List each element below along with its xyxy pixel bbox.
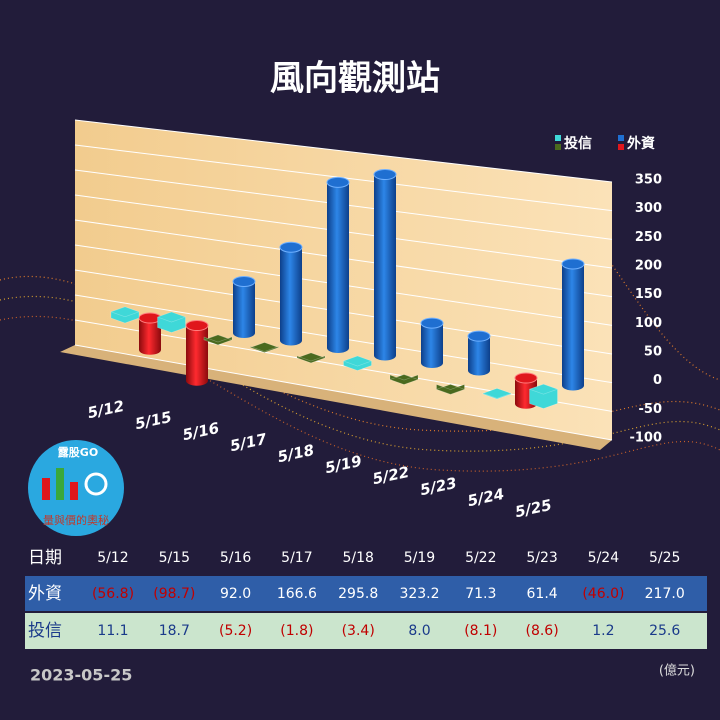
bar-cap (232, 275, 256, 287)
y-tick-label: 100 (635, 316, 662, 331)
bar-cap (185, 320, 209, 331)
y-tick-label: 350 (635, 173, 662, 188)
bar-cap (373, 169, 397, 181)
table-cell: (8.1) (464, 623, 497, 639)
table-cell: 217.0 (645, 586, 685, 602)
chart-title: 風向觀測站 (270, 59, 440, 99)
table-row-label: 外資 (28, 584, 62, 604)
logo-icon (56, 468, 64, 500)
bar-cap (420, 317, 444, 329)
bar-cap (561, 258, 585, 270)
grid-line (74, 344, 613, 441)
table-header-cell: 5/18 (342, 550, 373, 566)
logo: 露股GO 量與價的奧秘 (28, 440, 124, 536)
bar (562, 263, 584, 391)
bar (249, 342, 280, 353)
table-row-bg (25, 576, 707, 611)
bar (421, 323, 443, 368)
table-header-cell: 5/16 (220, 550, 252, 566)
table-cell: (8.6) (525, 623, 558, 639)
table-cell: 166.6 (277, 586, 317, 602)
table-cell: (46.0) (582, 586, 624, 602)
table-cell: 11.1 (97, 623, 128, 639)
y-tick-label: 50 (644, 345, 662, 360)
table-header-cell: 5/23 (526, 550, 557, 566)
legend-swatch (618, 144, 624, 150)
date: 2023-05-25 (30, 666, 132, 685)
bar-cap (467, 330, 491, 342)
table-cell: 71.3 (465, 586, 496, 602)
table-cell: 1.2 (592, 623, 614, 639)
bar-cap (514, 372, 538, 384)
legend-swatch (555, 135, 561, 141)
logo-caption: 量與價的奧秘 (43, 513, 109, 527)
grid-line (74, 119, 613, 183)
bar (389, 374, 419, 385)
table-row-bg (25, 613, 707, 649)
bar (186, 325, 208, 386)
bar-cap (279, 241, 303, 253)
table-cell: 92.0 (220, 586, 251, 602)
table-cell: (1.8) (280, 623, 313, 639)
grid: -100 -50 0 50 100 150 200 250 300 350 (74, 119, 663, 446)
bar-cap (326, 176, 350, 188)
y-tick-label: -100 (629, 431, 662, 446)
bar (435, 383, 466, 395)
table-cell: 323.2 (399, 586, 439, 602)
bar (280, 247, 302, 346)
logo-icon (42, 478, 50, 500)
table-header-cell: 5/12 (97, 550, 128, 566)
legend: 投信 外資 (555, 135, 655, 152)
bar (342, 355, 373, 371)
table-cell: 18.7 (159, 623, 190, 639)
bar (482, 388, 512, 400)
y-tick-label: 150 (635, 287, 662, 302)
bar (110, 306, 140, 324)
table-header-cell: 5/25 (649, 550, 680, 566)
table-cell: 61.4 (527, 586, 558, 602)
unit: (億元) (659, 663, 695, 679)
table-header-cell: 5/24 (588, 550, 620, 566)
bar (203, 334, 233, 346)
legend-swatch (555, 144, 561, 150)
y-tick-label: -50 (639, 402, 663, 417)
table-header-cell: 5/22 (465, 550, 496, 566)
table-cell: 8.0 (408, 623, 430, 639)
table-row-label: 投信 (28, 621, 62, 641)
table-cell: 295.8 (338, 586, 378, 602)
table-header-cell: 5/17 (281, 550, 312, 566)
logo-icon (84, 472, 108, 496)
table-cell: (3.4) (342, 623, 375, 639)
bar (139, 318, 161, 355)
table-header-cell: 5/19 (404, 550, 435, 566)
bar (296, 352, 326, 364)
logo-text: 露股GO (58, 446, 98, 459)
decor-wave (0, 295, 720, 452)
y-tick-label: 300 (635, 201, 662, 216)
table-cell: (98.7) (153, 586, 195, 602)
bar (528, 383, 559, 409)
table-header-cell: 5/15 (159, 550, 190, 566)
legend-swatch (618, 135, 624, 141)
marks: 5/12 5/15 5/16 5/17 5/18 5/19 5/22 5/23 5/24 5/25 (86, 169, 585, 521)
table-cell: (5.2) (219, 623, 252, 639)
bar (233, 281, 255, 338)
table-cell: 25.6 (649, 623, 680, 639)
bar (374, 174, 396, 361)
data-table: 日期 5/12 5/15 5/16 5/17 5/18 5/19 5/22 5/23 5/24 5… (25, 548, 707, 649)
y-tick-label: 0 (653, 373, 662, 388)
table-cell: (56.8) (92, 586, 134, 602)
legend-label: 外資 (627, 135, 655, 152)
bar (468, 336, 490, 376)
bar (156, 311, 187, 333)
y-tick-label: 250 (635, 230, 662, 245)
bar (327, 182, 349, 353)
y-tick-label: 200 (635, 259, 662, 274)
table-header: 日期 (28, 548, 62, 568)
legend-label: 投信 (564, 135, 592, 152)
logo-icon (70, 482, 78, 500)
